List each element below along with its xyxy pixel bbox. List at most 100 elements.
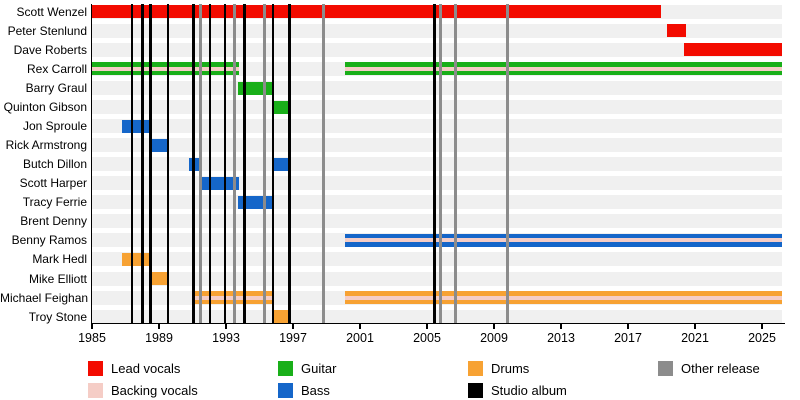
- x-axis-tick: [225, 324, 227, 329]
- role-stripe: [92, 62, 239, 67]
- other-release-line: [438, 3, 442, 323]
- row-band: [91, 42, 783, 57]
- tenure-bar-drums: [150, 272, 168, 285]
- x-axis-tick: [359, 324, 361, 329]
- legend-label: Backing vocals: [111, 383, 198, 398]
- role-stripe: [344, 66, 783, 71]
- member-name: Butch Dillon: [22, 157, 87, 172]
- row-band: [91, 138, 783, 153]
- x-axis-tick: [292, 324, 294, 329]
- studio-album-line: [149, 3, 152, 323]
- other-release-line: [505, 3, 509, 323]
- x-axis-tick-label: 2021: [681, 330, 709, 345]
- role-stripe: [344, 62, 783, 67]
- legend-swatch-other_release: [658, 361, 673, 376]
- member-name: Mike Elliott: [28, 271, 87, 286]
- studio-album-line: [433, 3, 436, 323]
- tenure-bar-bass: [189, 157, 201, 171]
- other-release-line: [453, 3, 457, 323]
- x-axis-tick-label: 2009: [480, 330, 508, 345]
- member-name: Dave Roberts: [13, 42, 87, 57]
- role-stripe: [192, 295, 273, 300]
- member-name: Peter Stenlund: [7, 23, 87, 38]
- role-stripe: [192, 299, 273, 305]
- member-name: Quinton Gibson: [3, 100, 87, 115]
- studio-album-line: [288, 3, 291, 323]
- studio-album-line: [208, 3, 212, 323]
- member-name: Michael Feighan: [0, 290, 89, 305]
- legend-swatch-guitar: [278, 361, 293, 376]
- role-stripe: [344, 238, 783, 243]
- studio-album-line: [130, 3, 134, 323]
- member-name: Troy Stone: [28, 309, 87, 324]
- role-stripe: [344, 70, 783, 76]
- row-band: [91, 214, 783, 229]
- x-axis-tick-label: 2005: [413, 330, 441, 345]
- legend-swatch-bass: [278, 383, 293, 398]
- legend-swatch-studio_album: [468, 383, 483, 398]
- row-band: [91, 81, 783, 95]
- plot-left-border: [90, 3, 92, 323]
- studio-album-line: [192, 3, 195, 323]
- x-axis-tick: [493, 324, 495, 329]
- tenure-bar-drums-backing_vocals: [344, 291, 783, 305]
- legend-swatch-drums: [468, 361, 483, 376]
- x-axis-tick-label: 1993: [212, 330, 240, 345]
- tenure-bar-bass: [122, 119, 150, 133]
- studio-album-line: [223, 3, 227, 323]
- tenure-bar-drums: [272, 310, 290, 324]
- member-name: Mark Hedl: [32, 252, 87, 267]
- x-axis-tick: [560, 324, 562, 329]
- tenure-bar-bass-backing_vocals: [344, 233, 783, 247]
- x-axis-tick: [694, 324, 696, 329]
- tenure-bar-lead_vocals: [92, 5, 661, 19]
- role-stripe: [344, 299, 783, 305]
- legend-label: Guitar: [301, 361, 337, 376]
- x-axis-tick: [91, 324, 93, 329]
- tenure-bar-lead_vocals: [684, 43, 783, 57]
- x-axis-tick: [426, 324, 428, 329]
- tenure-bar-guitar-backing_vocals: [92, 62, 239, 76]
- row-band: [91, 176, 783, 191]
- legend-swatch-lead_vocals: [88, 361, 103, 376]
- other-release-line: [232, 3, 236, 323]
- legend-swatch-backing_vocals: [88, 383, 103, 398]
- role-stripe: [344, 242, 783, 247]
- tenure-bar-guitar-backing_vocals: [344, 62, 783, 76]
- x-axis-tick: [761, 324, 763, 329]
- row-band: [91, 252, 783, 267]
- other-release-line: [199, 3, 203, 323]
- studio-album-line: [271, 3, 275, 323]
- role-stripe: [344, 295, 783, 300]
- x-axis-tick-label: 1985: [78, 330, 106, 345]
- other-release-line: [263, 3, 267, 323]
- tenure-bar-drums-backing_vocals: [192, 291, 273, 305]
- x-axis-tick: [627, 324, 629, 329]
- other-release-line: [321, 3, 325, 323]
- x-axis-tick-label: 1989: [145, 330, 173, 345]
- role-stripe: [92, 70, 239, 76]
- row-band: [91, 100, 783, 115]
- member-name: Barry Graul: [25, 81, 87, 95]
- x-axis-tick-label: 2013: [547, 330, 575, 345]
- member-name: Brent Denny: [20, 214, 87, 229]
- legend-label: Bass: [301, 383, 330, 398]
- row-band: [91, 309, 783, 324]
- x-axis-tick-label: 2025: [748, 330, 776, 345]
- legend-label: Lead vocals: [111, 361, 181, 376]
- tenure-bar-bass: [272, 157, 290, 171]
- studio-album-line: [166, 3, 170, 323]
- x-axis-line: [90, 322, 786, 324]
- tenure-bar-drums: [122, 252, 150, 266]
- member-name: Scott Harper: [19, 176, 87, 191]
- role-stripe: [92, 66, 239, 71]
- studio-album-line: [243, 3, 246, 323]
- row-band: [91, 195, 783, 210]
- role-stripe: [344, 233, 783, 239]
- row-band: [91, 119, 783, 134]
- member-name: Rick Armstrong: [5, 138, 87, 153]
- legend-label: Studio album: [491, 383, 567, 398]
- row-band: [91, 271, 783, 286]
- member-name: Jon Sproule: [22, 119, 87, 134]
